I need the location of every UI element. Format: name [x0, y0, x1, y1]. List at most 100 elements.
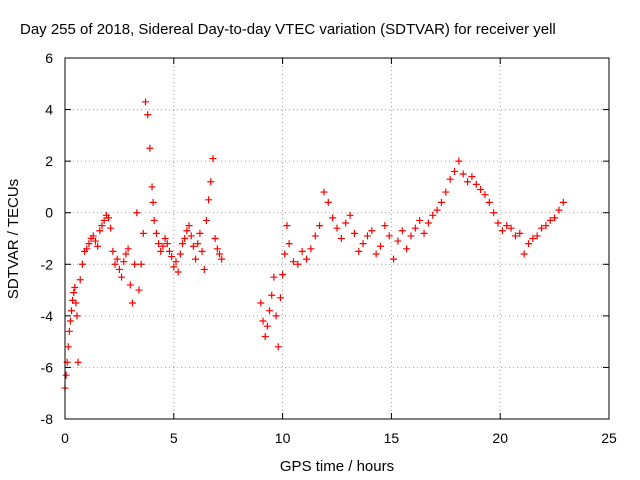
data-point: [109, 247, 117, 255]
data-point: [189, 242, 197, 250]
data-point: [196, 229, 204, 237]
data-point: [89, 232, 97, 240]
data-point: [66, 317, 74, 325]
data-point: [289, 258, 297, 266]
data-point: [511, 232, 519, 240]
data-point: [207, 178, 215, 186]
data-point: [135, 286, 143, 294]
data-point: [424, 219, 432, 227]
data-point: [179, 240, 187, 248]
data-point: [115, 265, 123, 273]
data-point: [416, 216, 424, 224]
data-point: [100, 216, 108, 224]
data-point: [211, 235, 219, 242]
data-point: [120, 258, 128, 266]
data-point: [76, 276, 84, 284]
y-tick-label: 2: [45, 153, 53, 169]
data-point: [118, 273, 126, 281]
data-point: [559, 198, 567, 206]
grid-layer: [65, 58, 609, 419]
data-point: [131, 260, 139, 268]
y-tick-label: -4: [41, 308, 54, 324]
data-point: [261, 332, 269, 340]
data-point: [194, 240, 202, 248]
data-point: [324, 198, 332, 206]
data-point: [533, 232, 541, 240]
data-point: [78, 260, 86, 268]
data-point: [159, 242, 167, 250]
data-point: [381, 222, 389, 230]
data-point: [333, 224, 341, 232]
data-point: [503, 222, 511, 230]
data-point: [152, 229, 160, 237]
data-point: [70, 289, 78, 297]
data-point: [281, 250, 289, 258]
data-point: [142, 98, 150, 106]
x-axis-label: GPS time / hours: [280, 458, 394, 475]
data-point: [437, 198, 445, 206]
data-point: [126, 281, 134, 289]
data-point: [202, 216, 210, 224]
data-point: [85, 240, 93, 248]
data-point: [71, 283, 79, 291]
data-point: [411, 224, 419, 232]
data-point: [446, 175, 454, 183]
data-point: [68, 307, 76, 315]
data-point: [433, 206, 441, 214]
data-point: [342, 219, 350, 227]
data-point: [355, 247, 363, 255]
data-point: [551, 214, 559, 222]
data-point: [298, 247, 306, 255]
data-point: [146, 144, 154, 152]
data-point: [218, 255, 226, 263]
data-point: [111, 260, 119, 268]
data-point: [294, 260, 302, 268]
data-point: [455, 157, 463, 165]
data-point: [303, 255, 311, 263]
data-point: [538, 224, 546, 232]
data-point: [200, 265, 208, 273]
data-point: [257, 299, 265, 307]
data-point: [181, 235, 189, 242]
data-point: [172, 258, 180, 266]
data-point: [403, 245, 411, 253]
data-point: [268, 291, 276, 299]
data-point: [183, 227, 191, 235]
data-point: [377, 242, 385, 250]
data-point: [263, 322, 271, 330]
data-point: [398, 227, 406, 235]
data-point: [279, 271, 287, 279]
data-point: [170, 263, 178, 271]
data-point: [174, 268, 182, 276]
data-point: [149, 198, 157, 206]
data-point: [96, 227, 104, 235]
data-point: [542, 222, 550, 230]
data-point: [555, 206, 563, 214]
data-point: [507, 224, 515, 232]
x-tick-label: 20: [492, 430, 508, 446]
x-tick-label: 0: [61, 430, 69, 446]
data-point: [176, 250, 184, 258]
data-point: [420, 229, 428, 237]
data-point: [429, 211, 437, 219]
data-point: [320, 188, 328, 196]
data-point: [316, 222, 324, 230]
data-point: [283, 222, 291, 230]
data-point: [192, 255, 200, 263]
data-point: [311, 232, 319, 240]
data-point: [276, 294, 284, 302]
data-point: [464, 178, 472, 186]
x-tick-label: 10: [275, 430, 291, 446]
tick-layer: 0 5 10 15 20 25 -8 -6 -4 -2 0 2 4 6: [41, 50, 617, 446]
data-point: [266, 307, 274, 315]
data-point: [98, 222, 106, 230]
data-point: [155, 240, 163, 248]
data-point: [516, 229, 524, 237]
data-point: [122, 250, 130, 258]
y-tick-label: 6: [45, 50, 53, 66]
data-point: [137, 260, 145, 268]
data-point: [215, 250, 223, 258]
x-tick-label: 25: [601, 430, 617, 446]
data-point: [73, 312, 81, 320]
